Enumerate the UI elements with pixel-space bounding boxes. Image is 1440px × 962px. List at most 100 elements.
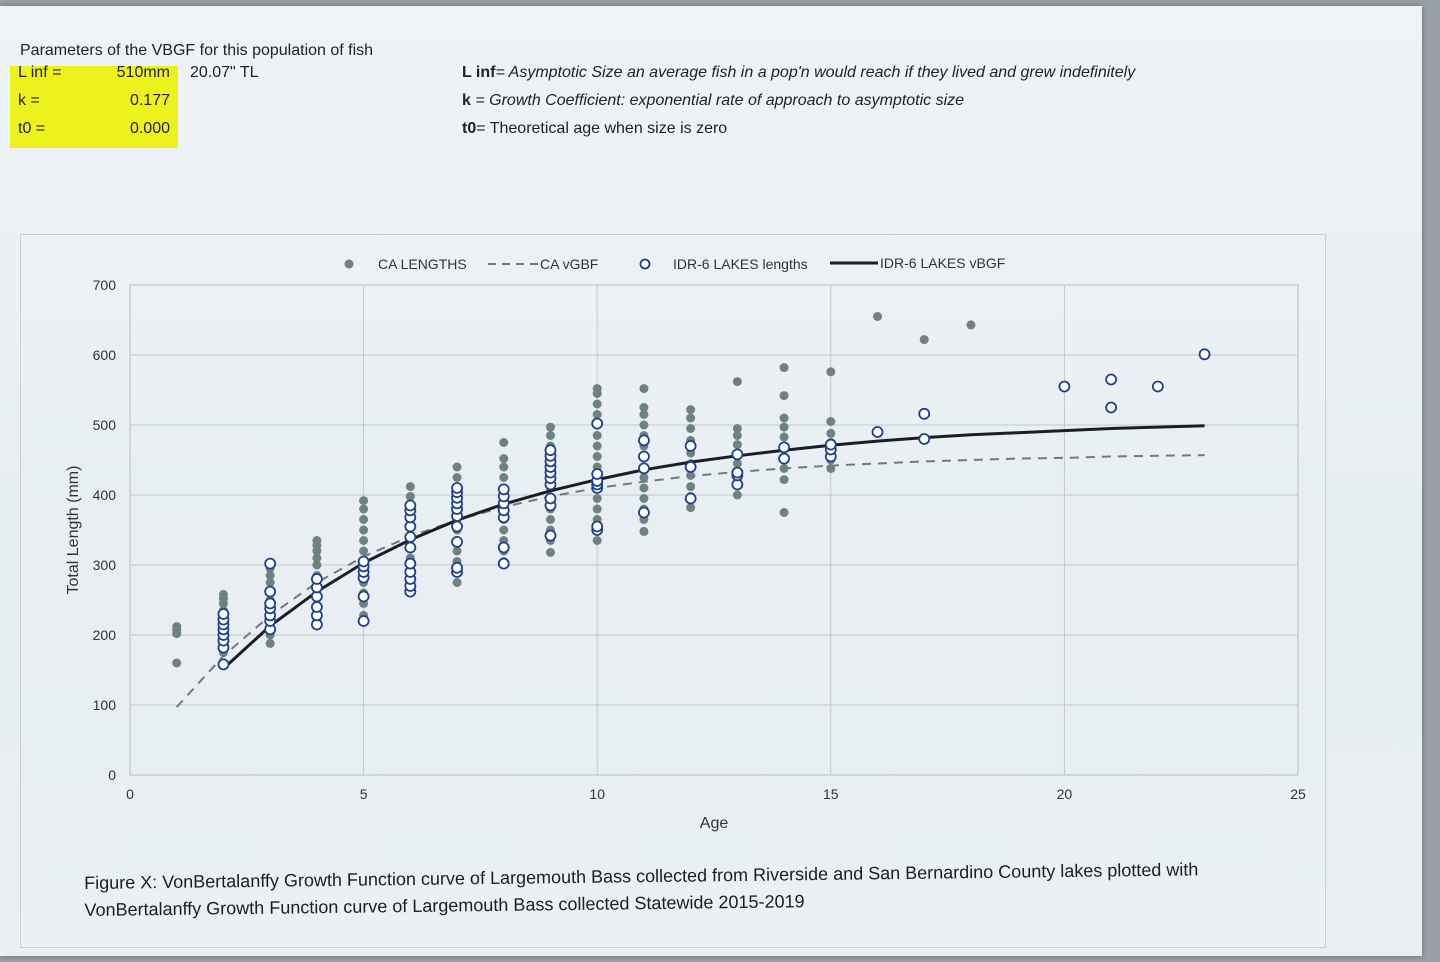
ca-length-point (826, 428, 836, 438)
ca-length-point (592, 399, 602, 409)
legend-ca-lengths-label: CA LENGTHS (378, 256, 467, 272)
ca-length-point (592, 504, 602, 514)
idr-length-point (451, 520, 463, 533)
y-tick-label: 200 (93, 627, 117, 643)
legend-ca-lengths-marker (344, 259, 354, 269)
ca-length-point (732, 424, 742, 433)
ca-length-point (639, 410, 649, 419)
idr-length-point (638, 450, 650, 463)
ca-length-point (779, 432, 789, 442)
definition-text: = Growth Coefficient: exponential rate o… (470, 92, 965, 109)
idr-length-point (684, 492, 697, 505)
definition-term: L inf (462, 64, 496, 81)
idr-length-point (404, 531, 417, 543)
idr-length-point (638, 506, 650, 519)
idr-length-point (451, 536, 463, 548)
idr-length-point (778, 452, 790, 465)
ca-length-point (826, 417, 836, 426)
ca-length-point (686, 405, 696, 415)
ca-length-point (499, 525, 509, 535)
ca-length-point (826, 367, 836, 377)
definition-text: = Theoretical age when size is zero (476, 120, 728, 137)
ca-length-point (639, 473, 649, 482)
legend-idr-lengths-label: IDR-6 LAKES lengths (673, 256, 808, 272)
ca-length-point (592, 452, 602, 461)
linf-inches: 20.07" TL (190, 64, 259, 81)
y-tick-label: 300 (93, 557, 117, 573)
ca-length-point (919, 335, 929, 345)
idr-length-point (544, 529, 557, 542)
idr-vbgf-curve (222, 424, 1205, 670)
y-tick-label: 700 (93, 277, 117, 293)
ca-length-point (873, 312, 883, 321)
ca-length-point (779, 363, 789, 373)
param-value: 0.177 (129, 92, 170, 109)
idr-length-point (1105, 401, 1118, 414)
ca-length-point (732, 490, 742, 500)
idr-length-point (544, 444, 557, 457)
ca-length-point (639, 420, 649, 430)
ca-length-point (499, 454, 509, 464)
ca-length-point (732, 377, 742, 387)
idr-length-point (264, 585, 277, 598)
ca-length-point (499, 438, 509, 447)
idr-length-point (357, 590, 370, 603)
ca-length-point (732, 440, 742, 450)
definition-t0: t0= Theoretical age when size is zero (462, 120, 727, 138)
param-label: k = (18, 92, 40, 109)
ca-length-point (172, 658, 182, 668)
idr-length-point (217, 658, 230, 671)
ca-length-point (265, 578, 275, 587)
ca-length-point (405, 491, 415, 501)
definition-term: k (462, 92, 471, 109)
x-axis-label: Age (700, 815, 729, 832)
ca-length-point (452, 578, 462, 587)
idr-length-point (778, 441, 790, 454)
growth-chart: 0 100 200 300 400 500 600 700 0 5 10 15 20 25 Age Total… (65, 255, 1306, 832)
idr-length-point (918, 433, 931, 445)
ca-length-point (639, 526, 649, 536)
idr-length-point (1198, 348, 1211, 361)
idr-length-point (264, 597, 277, 610)
ca-length-point (405, 482, 415, 492)
idr-length-point (264, 557, 277, 570)
ca-length-point (732, 459, 742, 468)
ca-length-point (686, 503, 696, 513)
idr-length-point (918, 407, 931, 420)
ca-length-point (312, 536, 322, 545)
idr-length-point (1151, 380, 1164, 393)
param-label: t0 = (18, 120, 46, 137)
ca-length-point (545, 515, 555, 524)
y-tick-label: 100 (93, 697, 117, 713)
chart-frame (20, 234, 1326, 948)
ca-length-point (452, 462, 462, 472)
idr-length-point (310, 573, 323, 585)
ca-length-point (312, 560, 322, 570)
ca-length-point (779, 508, 789, 517)
params-title: Parameters of the VBGF for this populati… (20, 42, 374, 59)
ca-length-point (265, 571, 275, 580)
y-tick-label: 600 (93, 347, 117, 363)
param-value: 510mm (116, 64, 170, 81)
ca-length-point (639, 483, 649, 493)
params-highlight-box (10, 66, 178, 148)
ca-length-point (359, 515, 369, 524)
ca-length-point (359, 546, 369, 556)
definition-text: = Asymptotic Size an average fish in a p… (495, 64, 1136, 81)
ca-length-point (686, 413, 696, 423)
ca-length-point (966, 320, 976, 330)
idr-length-point (497, 483, 510, 496)
x-tick-label: 5 (360, 786, 368, 802)
idr-length-point (217, 608, 230, 620)
legend-ca-vbgf-label: CA vGBF (540, 256, 598, 272)
param-label: L inf = (18, 64, 62, 81)
ca-length-point (452, 546, 462, 556)
ca-length-point (592, 431, 602, 440)
idr-length-point (591, 520, 604, 533)
ca-length-point (172, 622, 182, 632)
ca-length-point (265, 638, 275, 648)
ca-length-point (592, 384, 602, 394)
definition-term: t0 (462, 120, 477, 137)
ca-length-point (779, 422, 789, 432)
idr-length-point (638, 434, 650, 447)
